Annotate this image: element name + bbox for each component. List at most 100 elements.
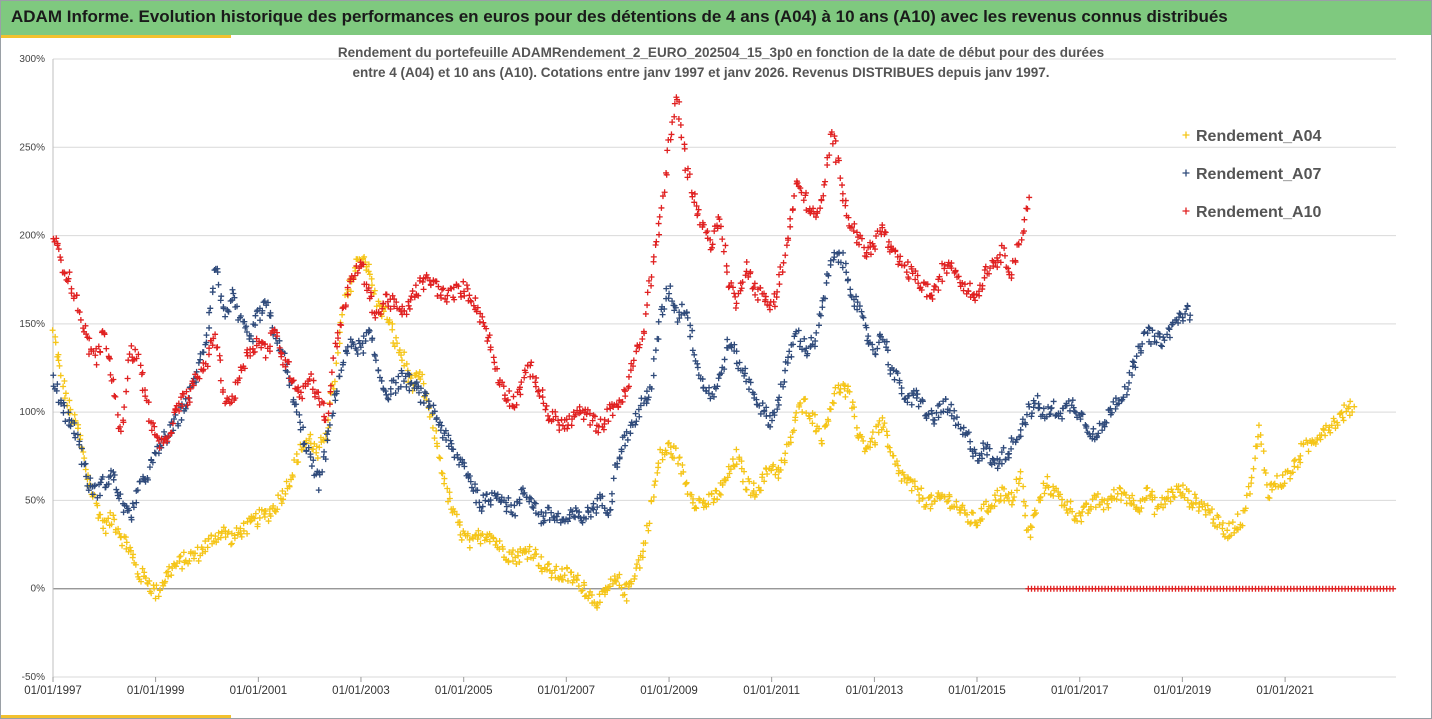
data-point [1118, 497, 1124, 504]
data-point [380, 300, 387, 307]
data-point [95, 343, 102, 350]
data-point [733, 300, 740, 307]
data-point [687, 333, 694, 340]
data-point [689, 327, 696, 334]
data-point [785, 235, 792, 242]
data-point [689, 347, 696, 354]
data-point [787, 223, 794, 230]
data-point [1312, 441, 1319, 448]
data-point [460, 278, 467, 285]
data-point [220, 386, 226, 393]
data-point [445, 432, 452, 439]
data-point [970, 509, 977, 516]
data-point [448, 440, 455, 447]
data-point [1233, 525, 1240, 532]
data-point [55, 246, 62, 253]
data-point [122, 534, 129, 541]
data-point [802, 395, 809, 402]
data-point [1340, 417, 1347, 424]
data-point [604, 587, 611, 594]
data-point [97, 511, 104, 518]
data-point [777, 466, 784, 473]
data-point [1239, 522, 1246, 529]
data-point [447, 437, 454, 444]
data-point [522, 369, 529, 376]
data-point [679, 462, 686, 469]
data-point [543, 402, 550, 409]
data-point [850, 227, 857, 234]
data-point [884, 432, 891, 439]
data-point [542, 406, 549, 413]
data-point [50, 383, 57, 390]
data-point [412, 282, 419, 289]
data-point [642, 395, 649, 402]
data-point [912, 268, 919, 275]
data-point [943, 498, 950, 505]
data-point [528, 495, 535, 502]
data-point [179, 403, 186, 410]
data-point [839, 182, 846, 189]
data-point [819, 304, 826, 311]
data-point [440, 285, 447, 292]
data-point [746, 478, 753, 485]
data-point [144, 475, 151, 482]
data-point [540, 513, 547, 520]
data-point [633, 418, 640, 425]
data-point [830, 400, 837, 407]
data-point [714, 225, 721, 232]
data-point [124, 375, 131, 382]
data-point [516, 559, 523, 566]
data-point [126, 351, 133, 358]
data-point [948, 401, 955, 408]
data-point [1078, 518, 1085, 525]
data-point [918, 485, 925, 492]
legend-marker-a04 [1182, 131, 1190, 139]
data-point [420, 286, 427, 293]
data-point [208, 532, 215, 539]
data-point [881, 420, 888, 427]
data-point [639, 554, 646, 561]
data-point [880, 424, 887, 431]
data-point [1104, 500, 1111, 507]
data-point [722, 477, 729, 484]
data-point [669, 119, 676, 126]
data-point [155, 450, 162, 457]
data-point [782, 450, 789, 457]
data-point [141, 569, 148, 576]
x-axis-ticks: 01/01/1997 01/01/1999 01/01/2001 01/01/2003… [24, 677, 1314, 697]
data-point [680, 468, 687, 475]
data-point [177, 553, 184, 560]
data-point [129, 554, 136, 561]
data-point [100, 525, 107, 532]
data-point [200, 349, 207, 356]
data-point [951, 407, 958, 414]
data-point [599, 493, 606, 500]
data-point [451, 296, 458, 303]
data-point [678, 301, 685, 308]
data-point [187, 385, 194, 392]
data-point [669, 298, 676, 305]
data-point [945, 497, 952, 504]
data-point [948, 412, 955, 419]
data-point [146, 577, 153, 584]
x-tick-label: 01/01/2003 [332, 685, 390, 697]
data-point [875, 429, 882, 436]
data-point [616, 571, 623, 578]
data-point [1129, 372, 1136, 379]
data-point [601, 505, 608, 512]
data-point [717, 491, 724, 498]
data-point [1305, 448, 1312, 455]
data-point [1067, 498, 1074, 505]
data-point [636, 341, 643, 348]
data-point [596, 591, 603, 598]
data-point [315, 487, 322, 494]
data-point [754, 296, 761, 303]
data-point [963, 429, 970, 436]
data-point [991, 460, 998, 467]
data-point [787, 434, 794, 441]
data-point [720, 248, 727, 255]
data-point [869, 341, 876, 348]
data-point [724, 336, 731, 343]
data-point [487, 344, 494, 351]
data-point [261, 513, 268, 520]
